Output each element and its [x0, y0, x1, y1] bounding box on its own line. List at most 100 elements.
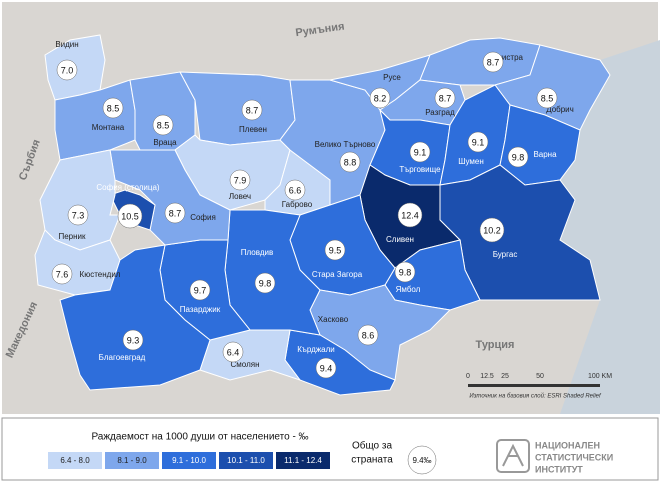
- scale-label: 50: [536, 373, 544, 380]
- region-value: 8.7: [169, 208, 182, 218]
- region-name: Перник: [58, 232, 86, 241]
- value-badge: [164, 202, 186, 224]
- scale-label: 25: [501, 373, 509, 380]
- region-value: 6.4: [227, 347, 240, 357]
- logo-mark: [496, 439, 530, 473]
- value-badge: [479, 217, 505, 243]
- scale-bar: [468, 384, 600, 387]
- region-name: Благоевград: [99, 353, 146, 362]
- value-badge: [102, 97, 124, 119]
- region-name: Видин: [55, 40, 78, 49]
- region-value: 9.3: [127, 335, 140, 345]
- region-name: Бургас: [493, 250, 518, 259]
- region-value: 9.7: [194, 285, 207, 295]
- value-badge: [284, 179, 306, 201]
- region-value: 8.6: [362, 330, 375, 340]
- region-name: Пазарджик: [180, 305, 221, 314]
- value-badge: [229, 169, 251, 191]
- region-value: 9.5: [329, 245, 342, 255]
- region-name: Кюстендил: [80, 270, 121, 279]
- region-name: Смолян: [231, 360, 260, 369]
- region-value: 12.4: [401, 210, 419, 220]
- region-value: 10.2: [483, 225, 501, 235]
- region-name: Разград: [425, 108, 455, 117]
- total-value: 9.4‰: [412, 456, 431, 465]
- scale-label: 100 KM: [588, 373, 612, 380]
- legend-swatch: [48, 452, 102, 469]
- region-value: 8.8: [344, 157, 357, 167]
- value-badge: [152, 114, 174, 136]
- region-value: 9.4: [320, 363, 333, 373]
- value-badge: [51, 263, 73, 285]
- value-badge: [241, 99, 263, 121]
- region-name: Ловеч: [229, 192, 251, 201]
- region-value: 10.5: [121, 211, 139, 221]
- value-badge: [254, 272, 276, 294]
- total-label: Общо за: [352, 440, 393, 452]
- region-name: Варна: [533, 150, 557, 159]
- logo-text: НАЦИОНАЛЕН: [535, 440, 600, 450]
- region-name: София: [190, 213, 216, 222]
- value-badge: [315, 357, 337, 379]
- value-badge: [357, 324, 379, 346]
- value-badge: [339, 151, 361, 173]
- region-name: Търговище: [399, 165, 441, 174]
- value-badge: [189, 279, 211, 301]
- region-name: Добрич: [546, 105, 574, 114]
- value-badge: [467, 131, 489, 153]
- value-badge: [482, 51, 504, 73]
- region-name: Плевен: [239, 125, 267, 134]
- region-name: Шумен: [458, 157, 484, 166]
- logo-text: ИНСТИТУТ: [535, 464, 583, 474]
- scale-label: 0: [466, 373, 470, 380]
- region-name: Монтана: [92, 123, 125, 132]
- region-value: 8.5: [541, 93, 554, 103]
- legend-label: 11.1 - 12.4: [284, 456, 322, 465]
- value-badge: [117, 203, 143, 229]
- country-label: Турция: [476, 339, 515, 351]
- value-badge: [122, 329, 144, 351]
- source: Източник на базовия слой: ESRI Shaded Re…: [469, 393, 602, 400]
- region-name: Сливен: [386, 235, 414, 244]
- scale-label: 12.5: [480, 373, 494, 380]
- region-value: 7.6: [56, 269, 69, 279]
- region-value: 7.0: [61, 65, 74, 75]
- value-badge: [324, 239, 346, 261]
- region-value: 8.7: [439, 93, 452, 103]
- region-name: Русе: [383, 73, 401, 82]
- region-value: 8.2: [374, 93, 387, 103]
- legend-swatch: [219, 452, 273, 469]
- value-badge: [56, 59, 78, 81]
- legend-swatch: [105, 452, 159, 469]
- region-value: 9.8: [512, 152, 525, 162]
- region-name: Пловдив: [241, 248, 274, 257]
- legend-swatch: [276, 452, 330, 469]
- legend-label: 8.1 - 9.0: [117, 456, 147, 465]
- region-value: 9.1: [472, 137, 485, 147]
- region-value: 6.6: [289, 185, 302, 195]
- region-name: Ямбол: [396, 285, 421, 294]
- region-name: Враца: [153, 138, 177, 147]
- region-name: Кърджали: [297, 345, 335, 354]
- region-value: 9.8: [259, 278, 272, 288]
- legend-label: 9.1 - 10.0: [172, 456, 206, 465]
- value-badge: [409, 141, 431, 163]
- region-name: Габрово: [282, 200, 313, 209]
- logo-mark: [502, 443, 524, 467]
- region-value: 8.5: [107, 103, 120, 113]
- value-badge: [397, 202, 423, 228]
- region-value: 8.5: [157, 120, 170, 130]
- region-name: Хасково: [318, 315, 349, 324]
- legend-box: [1, 417, 659, 481]
- legend-swatch: [162, 452, 216, 469]
- region-value: 7.9: [234, 175, 247, 185]
- value-badge: [507, 146, 529, 168]
- total-label: страната: [351, 455, 393, 466]
- legend-title: Раждаемост на 1000 души от населението -…: [91, 432, 308, 443]
- region: [59, 244, 211, 391]
- total-badge: [407, 445, 437, 475]
- value-badge: [434, 87, 456, 109]
- region-name: Силистра: [487, 53, 523, 62]
- region-value: 8.7: [487, 57, 500, 67]
